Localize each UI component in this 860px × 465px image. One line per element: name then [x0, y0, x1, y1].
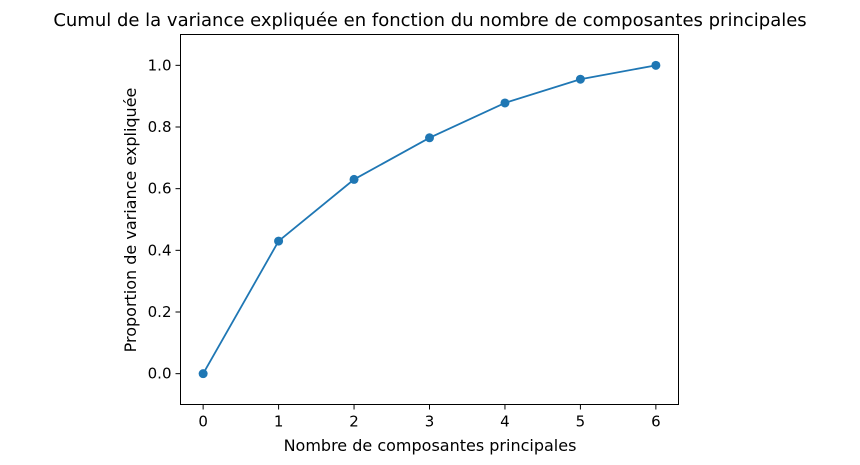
x-tick-label: 2 [349, 413, 359, 431]
y-tick-label: 0.8 [148, 118, 172, 136]
data-point [425, 133, 434, 143]
data-point [500, 98, 510, 108]
x-tick-label: 6 [651, 413, 661, 431]
y-tick-label: 1.0 [148, 56, 172, 74]
y-tick-label: 0.0 [148, 365, 172, 383]
x-axis-label: Nombre de composantes principales [284, 436, 577, 455]
data-series [198, 60, 661, 379]
chart-title: Cumul de la variance expliquée en foncti… [53, 10, 806, 31]
x-axis: 0 1 2 3 4 5 6 [198, 404, 661, 431]
y-axis-label: Proportion de variance expliquée [121, 88, 140, 353]
x-tick-label: 5 [576, 413, 586, 431]
data-point [274, 236, 284, 246]
y-tick-label: 0.6 [148, 180, 172, 198]
data-point [651, 60, 661, 70]
data-point [349, 174, 359, 184]
y-axis: 0.0 0.2 0.4 0.6 0.8 1.0 [148, 56, 181, 383]
data-point [198, 369, 208, 379]
x-tick-label: 3 [425, 413, 435, 431]
y-tick-label: 0.2 [148, 303, 172, 321]
x-tick-label: 0 [198, 413, 208, 431]
data-point [575, 74, 585, 84]
plot-frame [180, 34, 679, 405]
x-tick-label: 4 [500, 413, 510, 431]
x-tick-label: 1 [274, 413, 284, 431]
series-line [202, 64, 657, 375]
y-tick-label: 0.4 [148, 241, 172, 259]
